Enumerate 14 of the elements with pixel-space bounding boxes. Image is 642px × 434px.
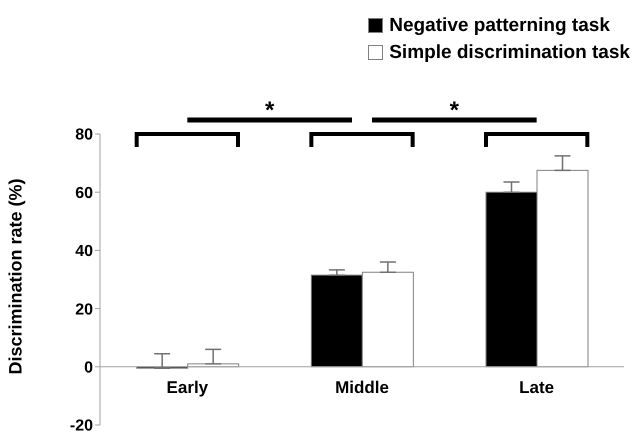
- x-tick-label: Early: [166, 378, 209, 397]
- x-tick-label: Middle: [335, 378, 389, 397]
- y-tick-label: 40: [75, 243, 94, 260]
- y-tick-label: 80: [75, 126, 94, 144]
- text: *: [264, 97, 275, 124]
- legend-label: Simple discrimination task: [389, 42, 630, 64]
- y-tick-label: 20: [75, 301, 94, 318]
- y-tick-label: -20: [70, 418, 94, 434]
- y-tick-label: 60: [75, 184, 94, 202]
- legend-label: Negative patterning task: [389, 14, 610, 36]
- y-tick-label: 0: [84, 359, 94, 376]
- x-tick-label: Late: [519, 378, 554, 397]
- y-axis-title: Discrimination rate (%): [5, 178, 26, 374]
- text: *: [450, 97, 460, 124]
